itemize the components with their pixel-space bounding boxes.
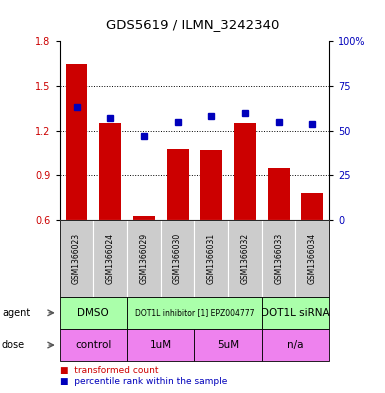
Text: n/a: n/a <box>287 340 304 350</box>
Text: DOT1L siRNA: DOT1L siRNA <box>261 308 330 318</box>
Text: GSM1366031: GSM1366031 <box>207 233 216 284</box>
Text: GSM1366030: GSM1366030 <box>173 233 182 284</box>
Text: 1uM: 1uM <box>150 340 172 350</box>
Text: GDS5619 / ILMN_3242340: GDS5619 / ILMN_3242340 <box>106 18 279 31</box>
Text: 5uM: 5uM <box>217 340 239 350</box>
Text: GSM1366023: GSM1366023 <box>72 233 81 284</box>
Text: ■  transformed count: ■ transformed count <box>60 367 158 375</box>
Text: GSM1366034: GSM1366034 <box>308 233 317 284</box>
Text: GSM1366024: GSM1366024 <box>106 233 115 284</box>
Text: DOT1L inhibitor [1] EPZ004777: DOT1L inhibitor [1] EPZ004777 <box>135 309 254 317</box>
Text: control: control <box>75 340 112 350</box>
Text: GSM1366033: GSM1366033 <box>274 233 283 284</box>
Text: agent: agent <box>2 308 30 318</box>
Bar <box>301 193 323 220</box>
Text: DMSO: DMSO <box>77 308 109 318</box>
Bar <box>268 168 290 220</box>
Bar <box>234 123 256 220</box>
Bar <box>200 150 222 220</box>
Text: GSM1366029: GSM1366029 <box>139 233 148 284</box>
Text: GSM1366032: GSM1366032 <box>241 233 249 284</box>
Text: ■  percentile rank within the sample: ■ percentile rank within the sample <box>60 377 227 386</box>
Bar <box>167 149 189 220</box>
Bar <box>99 123 121 220</box>
Bar <box>133 216 155 220</box>
Text: dose: dose <box>2 340 25 350</box>
Bar <box>65 64 87 220</box>
